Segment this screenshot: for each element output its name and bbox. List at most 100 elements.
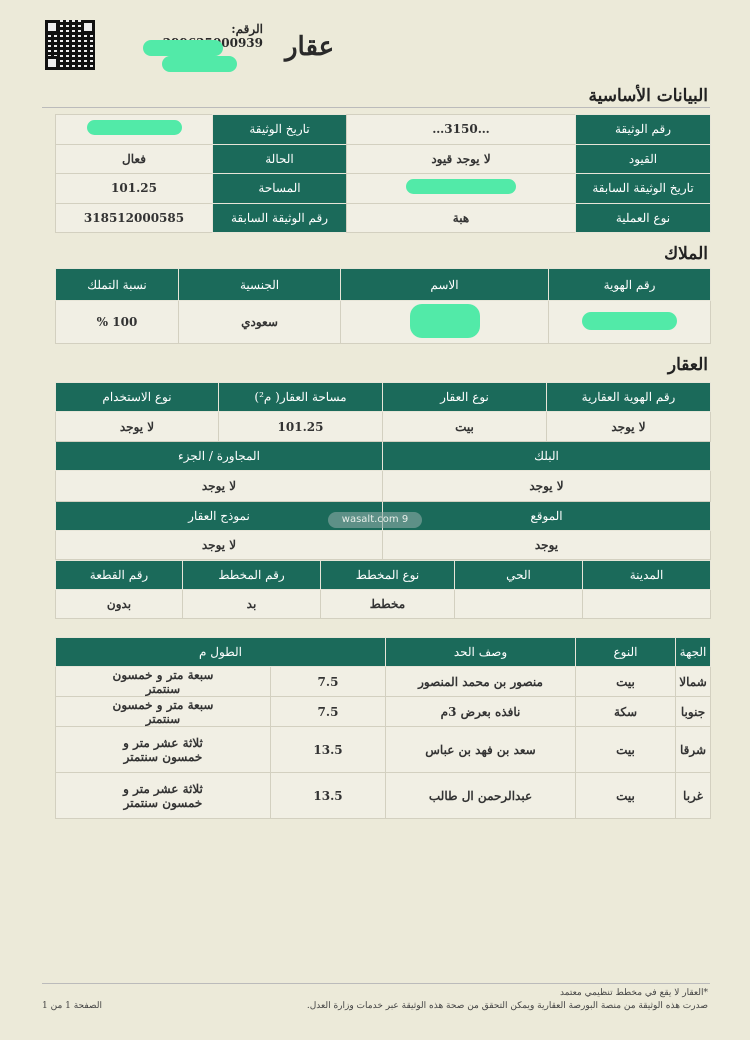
boundary-row: غربا بيت عبدالرحمن ال طالب 13.5 ثلاثة عشر مت…: [55, 772, 711, 819]
owners-header: الاسم: [340, 268, 549, 301]
owner-name: [340, 300, 549, 344]
boundary-cell: سكة: [575, 696, 676, 727]
basic-label: نوع العملية: [575, 202, 711, 233]
owner-nationality: سعودي: [178, 300, 341, 344]
property-cell: لا يوجد: [382, 470, 711, 502]
bounds-header: الجهة: [675, 637, 711, 667]
basic-label: تاريخ الوثيقة: [212, 114, 347, 145]
property-cell: يوجد: [382, 530, 711, 560]
qr-code: [45, 20, 95, 70]
property-header: المجاورة / الجزء: [55, 441, 383, 471]
boundary-cell: ثلاثة عشر متر و خمسون سنتمتر: [55, 726, 271, 773]
basic-value: [346, 173, 576, 204]
property-header: رقم الهوية العقارية: [546, 382, 711, 412]
property-table: رقم الهوية العقارية نوع العقار مساحة العقا…: [55, 382, 711, 560]
property-cell: لا يوجد: [55, 470, 383, 502]
boundary-row: شرقا بيت سعد بن فهد بن عباس 13.5 ثلاثة عشر م…: [55, 726, 711, 773]
boundary-cell: 13.5: [270, 772, 386, 819]
boundary-cell: 7.5: [270, 666, 386, 697]
property-cell: لا يوجد: [55, 530, 383, 560]
plan-header: الحي: [454, 560, 583, 590]
boundary-cell: عبدالرحمن ال طالب: [385, 772, 576, 819]
boundaries-table: الجهة النوع وصف الحد الطول م شمالا بيت منصور …: [55, 637, 711, 819]
basic-label: رقم الوثيقة السابقة: [212, 202, 347, 233]
boundary-cell: 13.5: [270, 726, 386, 773]
plan-cell: بدون: [55, 589, 183, 619]
boundary-cell: شمالا: [675, 666, 711, 697]
plan-cell: [582, 589, 711, 619]
boundary-cell: جنوبا: [675, 696, 711, 727]
bounds-header: الطول م: [55, 637, 386, 667]
property-header: الموقع: [382, 501, 711, 531]
footer-note: *العقار لا يقع في مخطط تنظيمي معتمد: [559, 988, 708, 998]
redaction: [143, 40, 223, 56]
owner-share: 100 %: [55, 300, 179, 344]
section-title-property: العقار: [667, 355, 708, 375]
basic-label: رقم الوثيقة: [575, 114, 711, 145]
logo: عقار: [285, 32, 335, 62]
plan-header: رقم المخطط: [182, 560, 321, 590]
basic-row: القيود لا يوجد قيود الحالة فعال: [55, 143, 711, 174]
basic-row: تاريخ الوثيقة السابقة المساحة 101.25: [55, 173, 711, 204]
divider: [42, 107, 710, 108]
basic-row: نوع العملية هبة رقم الوثيقة السابقة 3185120…: [55, 202, 711, 233]
basic-value: …3150…: [346, 114, 576, 145]
basic-label: الحالة: [212, 143, 347, 174]
basic-label: تاريخ الوثيقة السابقة: [575, 173, 711, 204]
basic-row: رقم الوثيقة …3150… تاريخ الوثيقة: [55, 114, 711, 145]
boundary-cell: 7.5: [270, 696, 386, 727]
property-cell: 101.25: [218, 411, 383, 442]
property-header: البلك: [382, 441, 711, 471]
watermark: wasalt.com 9: [328, 512, 422, 528]
boundary-cell: سبعة متر و خمسون سنتمتر: [55, 666, 271, 697]
basic-value: فعال: [55, 143, 213, 174]
property-header: نوع العقار: [382, 382, 547, 412]
boundary-cell: نافذه بعرض 3م: [385, 696, 576, 727]
owners-table: رقم الهوية الاسم الجنسية نسبة التملك سعودي 1…: [55, 268, 711, 344]
basic-label: القيود: [575, 143, 711, 174]
basic-value: [55, 114, 213, 145]
owners-header: رقم الهوية: [548, 268, 711, 301]
basic-value: 101.25: [55, 173, 213, 204]
property-cell: لا يوجد: [546, 411, 711, 442]
owners-header: الجنسية: [178, 268, 341, 301]
boundary-cell: غربا: [675, 772, 711, 819]
bounds-header: وصف الحد: [385, 637, 576, 667]
plan-header: نوع المخطط: [320, 560, 455, 590]
basic-value: 318512000585: [55, 202, 213, 233]
boundary-cell: منصور بن محمد المنصور: [385, 666, 576, 697]
doc-number-label: الرقم:: [231, 22, 263, 36]
boundary-cell: بيت: [575, 666, 676, 697]
boundary-row: شمالا بيت منصور بن محمد المنصور 7.5 سبعة متر…: [55, 666, 711, 697]
basic-value: هبة: [346, 202, 576, 233]
boundary-row: جنوبا سكة نافذه بعرض 3م 7.5 سبعة متر و خمسون…: [55, 696, 711, 727]
basic-value: لا يوجد قيود: [346, 143, 576, 174]
boundary-cell: بيت: [575, 772, 676, 819]
property-header: مساحة العقار( م²): [218, 382, 383, 412]
plan-header: المدينة: [582, 560, 711, 590]
property-cell: لا يوجد: [55, 411, 219, 442]
owners-header: نسبة التملك: [55, 268, 179, 301]
bounds-header: النوع: [575, 637, 676, 667]
plan-header: رقم القطعة: [55, 560, 183, 590]
redaction: [406, 179, 516, 195]
plan-cell: بد: [182, 589, 321, 619]
boundary-cell: ثلاثة عشر متر و خمسون سنتمتر: [55, 772, 271, 819]
footer-divider: [42, 983, 710, 984]
page-number: الصفحة 1 من 1: [42, 1001, 102, 1011]
boundary-cell: بيت: [575, 726, 676, 773]
basic-table: رقم الوثيقة …3150… تاريخ الوثيقة القيود لا ي…: [55, 114, 711, 233]
redaction: [86, 120, 182, 136]
basic-label: المساحة: [212, 173, 347, 204]
section-title-basic: البيانات الأساسية: [588, 86, 708, 106]
plan-cell: [454, 589, 583, 619]
property-header: نوع الاستخدام: [55, 382, 219, 412]
footer-issued: صدرت هذه الوثيقة من منصة البورصة العقاري…: [306, 1001, 708, 1011]
owner-id: [548, 300, 711, 344]
boundary-cell: سعد بن فهد بن عباس: [385, 726, 576, 773]
redaction: [162, 56, 237, 72]
property-cell: بيت: [382, 411, 547, 442]
plan-table: المدينة الحي نوع المخطط رقم المخطط رقم القطع…: [55, 560, 711, 619]
boundary-cell: شرقا: [675, 726, 711, 773]
section-title-owners: الملاك: [664, 244, 708, 264]
